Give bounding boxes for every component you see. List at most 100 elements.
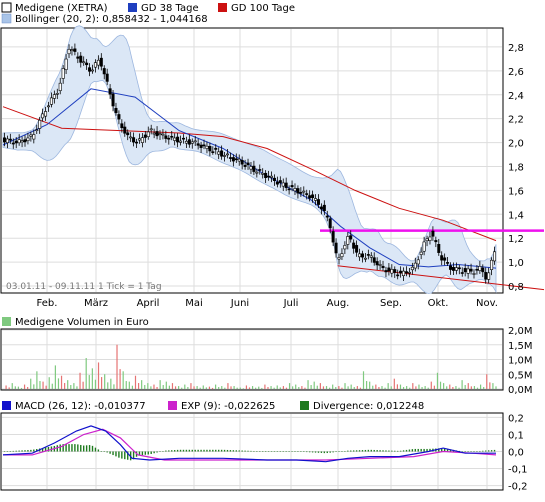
candle-body xyxy=(451,267,455,271)
volume-bars xyxy=(5,344,497,389)
volume-bar xyxy=(45,385,47,389)
divergence-bar xyxy=(396,450,399,452)
divergence-bar xyxy=(443,448,446,452)
divergence-bar xyxy=(470,451,472,452)
divergence-bar xyxy=(405,449,408,452)
candle-body xyxy=(17,139,21,144)
volume-bar xyxy=(421,387,423,389)
volume-bar xyxy=(412,383,414,389)
divergence-bar xyxy=(285,451,287,452)
volume-bar xyxy=(267,387,269,389)
volume-bar xyxy=(378,387,380,389)
divergence-bar xyxy=(385,450,387,452)
volume-bar xyxy=(261,387,263,389)
volume-bar xyxy=(236,387,238,389)
candle-body xyxy=(404,271,408,274)
divergence-bar xyxy=(212,449,214,452)
volume-bar xyxy=(54,365,56,389)
candle-body xyxy=(369,255,373,258)
volume-bar xyxy=(384,387,386,389)
macd-tick-label: 0,2 xyxy=(508,413,524,424)
divergence-bar xyxy=(173,450,176,452)
price-tick-label: 0,8 xyxy=(508,282,524,293)
divergence-bar xyxy=(332,451,334,453)
volume-bar xyxy=(433,385,435,389)
candle-body xyxy=(443,257,447,261)
divergence-bar xyxy=(147,451,149,455)
candle-body xyxy=(431,230,435,237)
volume-bar xyxy=(390,386,392,389)
volume-bar xyxy=(57,378,60,389)
divergence-bar xyxy=(88,445,91,452)
divergence-bar xyxy=(350,450,352,452)
candle-body xyxy=(237,158,241,162)
volume-bar xyxy=(245,385,248,389)
price-tick-label: 2,6 xyxy=(508,67,524,78)
volume-bar xyxy=(184,384,186,389)
volume-bar xyxy=(159,380,161,389)
candle-body xyxy=(179,140,183,143)
candle-body xyxy=(481,267,485,273)
divergence-bar xyxy=(490,450,493,452)
candle-body xyxy=(108,88,112,95)
candle-body xyxy=(64,58,68,70)
candle-body xyxy=(346,236,350,245)
candle-body xyxy=(316,199,320,205)
candle-body xyxy=(129,136,133,139)
divergence-bar xyxy=(414,448,417,452)
divergence-bar xyxy=(185,449,188,452)
volume-bar xyxy=(310,385,312,389)
candle-body xyxy=(311,194,315,198)
divergence-bar xyxy=(282,451,284,452)
divergence-bar xyxy=(417,448,419,452)
volume-bar xyxy=(279,387,281,389)
volume-bar xyxy=(464,385,466,389)
divergence-bar xyxy=(103,451,105,452)
volume-bar xyxy=(350,384,352,389)
candle-body xyxy=(99,57,103,67)
volume-bar xyxy=(218,387,220,389)
candle-body xyxy=(490,259,494,271)
divergence-bar xyxy=(124,451,126,460)
volume-bar xyxy=(181,387,183,389)
candle-body xyxy=(337,257,341,260)
divergence-bar xyxy=(326,451,328,454)
candle-body xyxy=(114,107,118,114)
legend-label-gd38: GD 38 Tage xyxy=(141,3,199,14)
volume-bar xyxy=(248,387,251,389)
volume-bar xyxy=(20,387,23,389)
candle-body xyxy=(454,267,458,271)
month-label: Juli xyxy=(283,298,299,309)
volume-bar xyxy=(104,374,106,389)
ma100-line xyxy=(2,106,497,242)
divergence-bar xyxy=(156,451,158,453)
macd-line xyxy=(2,425,496,463)
divergence-bar xyxy=(168,450,170,452)
candle-body xyxy=(270,175,274,178)
divergence-bar xyxy=(367,449,370,452)
divergence-bar xyxy=(106,451,108,453)
exp-signal-line xyxy=(3,428,497,461)
volume-bar xyxy=(11,383,13,389)
candle-body xyxy=(325,215,329,218)
price-tick-label: 1,4 xyxy=(508,210,524,221)
volume-bar xyxy=(5,385,7,389)
divergence-bar xyxy=(382,450,384,452)
volume-bar xyxy=(301,386,303,389)
divergence-bar xyxy=(376,450,378,452)
candle-body xyxy=(460,272,464,274)
candle-body xyxy=(378,264,382,266)
candle-body xyxy=(440,255,444,261)
volume-bar xyxy=(122,371,124,389)
candle-body xyxy=(372,257,376,263)
divergence-bar xyxy=(361,450,364,452)
volume-bar xyxy=(375,384,377,389)
month-label: Okt. xyxy=(428,298,449,309)
legend-label-gd100: GD 100 Tage xyxy=(231,3,295,14)
volume-bar xyxy=(224,387,226,389)
candle-body xyxy=(152,132,156,135)
volume-tick-label: 0,0M xyxy=(508,385,533,396)
candle-body xyxy=(123,126,127,134)
candle-body xyxy=(305,193,309,195)
volume-bar xyxy=(335,387,337,389)
